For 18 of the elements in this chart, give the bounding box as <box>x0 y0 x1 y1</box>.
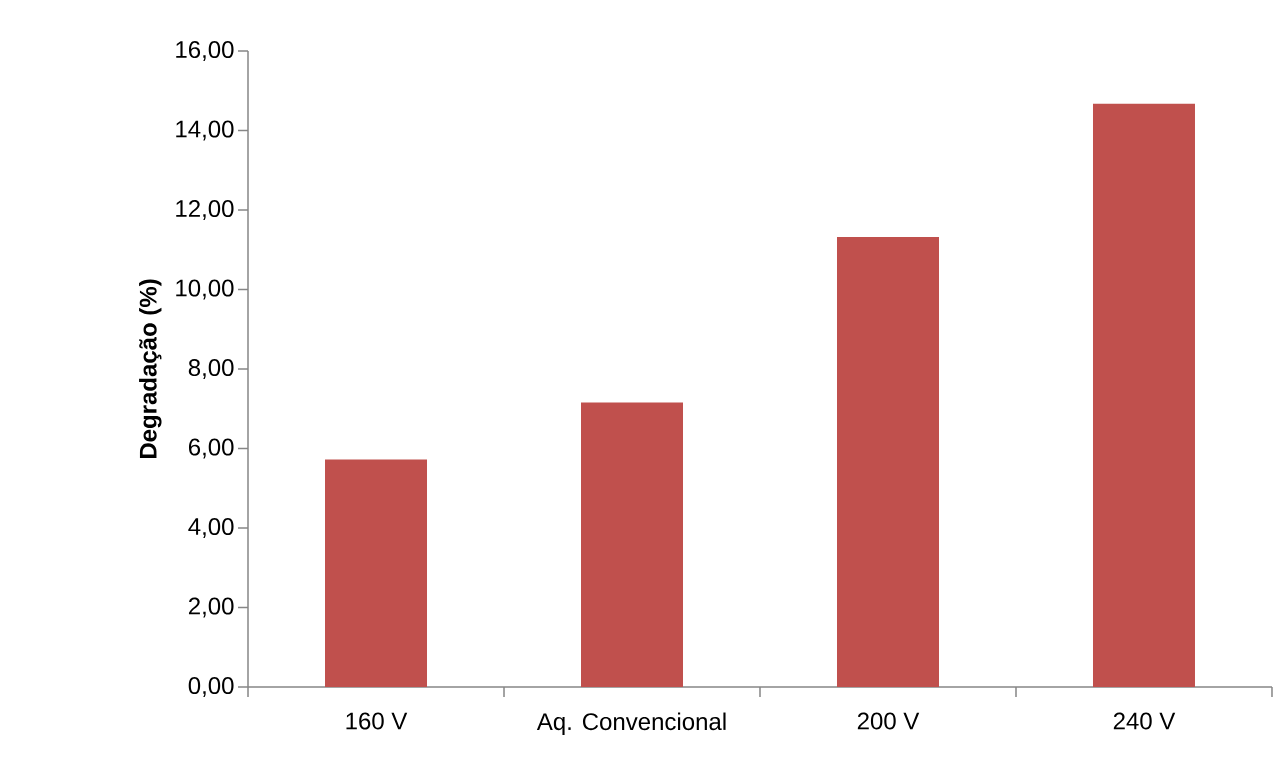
x-tick-label: 160 V <box>346 712 408 730</box>
bar <box>325 459 427 687</box>
bar <box>1092 103 1195 687</box>
x-tick-label: 200 V <box>857 712 920 730</box>
y-tick-label: 2,00 <box>188 597 234 618</box>
y-axis-title: Degradação (%) <box>139 279 162 459</box>
bar <box>581 402 683 687</box>
y-tick-label: 8,00 <box>188 359 234 379</box>
y-tick-label: 12,00 <box>176 200 234 220</box>
y-tick-label: 14,00 <box>176 120 234 141</box>
y-tick-label: 0,00 <box>188 677 234 697</box>
x-tick-label: Aq. Convencional <box>536 712 726 735</box>
x-tick-label: 240 V <box>1113 712 1176 730</box>
bar <box>837 237 939 687</box>
y-tick-label: 4,00 <box>188 518 234 538</box>
y-tick-label: 16,00 <box>176 41 234 61</box>
y-tick-label: 6,00 <box>188 438 234 459</box>
y-tick-label: 10,00 <box>176 279 234 300</box>
